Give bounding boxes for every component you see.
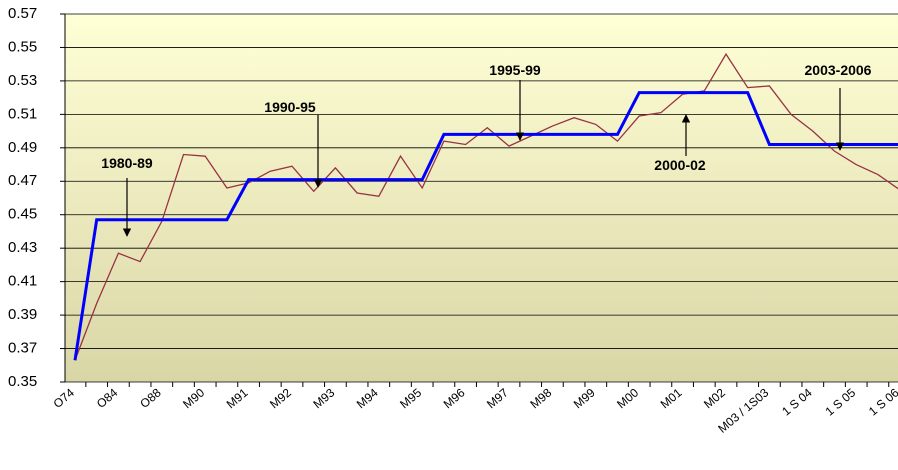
- x-tick-label: M94: [354, 385, 381, 411]
- x-tick-label: M90: [180, 385, 207, 411]
- x-tick-label: 1 S 05: [823, 385, 859, 418]
- x-tick-label: M99: [571, 385, 598, 411]
- y-tick-label: 0.49: [8, 139, 37, 156]
- x-tick-label: M96: [441, 385, 468, 411]
- x-tick-label: M97: [484, 385, 511, 411]
- y-tick-label: 0.37: [8, 340, 37, 357]
- y-tick-label: 0.41: [8, 273, 37, 290]
- y-tick-label: 0.51: [8, 105, 37, 122]
- y-tick-label: 0.55: [8, 38, 37, 55]
- x-tick-label: M01: [658, 385, 685, 411]
- x-tick-label: M02: [701, 385, 728, 411]
- x-tick-label: O88: [137, 385, 164, 411]
- x-tick-label: O74: [51, 385, 78, 411]
- x-tick-label: O84: [94, 385, 121, 411]
- x-tick-label: M00: [614, 385, 641, 411]
- x-tick-label: M98: [527, 385, 554, 411]
- x-tick-label: M92: [267, 385, 294, 411]
- y-tick-label: 0.39: [8, 306, 37, 323]
- plot-area: [65, 14, 898, 382]
- annotation: 1980-89: [101, 155, 153, 171]
- y-tick-label: 0.57: [8, 5, 37, 22]
- annotation: 1990-95: [264, 99, 316, 115]
- x-tick-label: M93: [310, 385, 337, 411]
- x-tick-label: M95: [397, 385, 424, 411]
- annotation: 1995-99: [489, 62, 541, 78]
- y-tick-label: 0.47: [8, 172, 37, 189]
- y-tick-label: 0.53: [8, 72, 37, 89]
- data-line: [73, 91, 898, 361]
- annotation: 2003-2006: [805, 62, 872, 78]
- x-tick-label: 1 S 04: [779, 385, 815, 418]
- annotation: 2000-02: [654, 157, 706, 173]
- data-line: [74, 52, 898, 361]
- y-tick-label: 0.43: [8, 239, 37, 256]
- x-tick-label: M91: [224, 385, 251, 411]
- x-tick-label: 1 S 06: [866, 385, 898, 418]
- y-tick-label: 0.45: [8, 206, 37, 223]
- y-tick-label: 0.35: [8, 373, 37, 390]
